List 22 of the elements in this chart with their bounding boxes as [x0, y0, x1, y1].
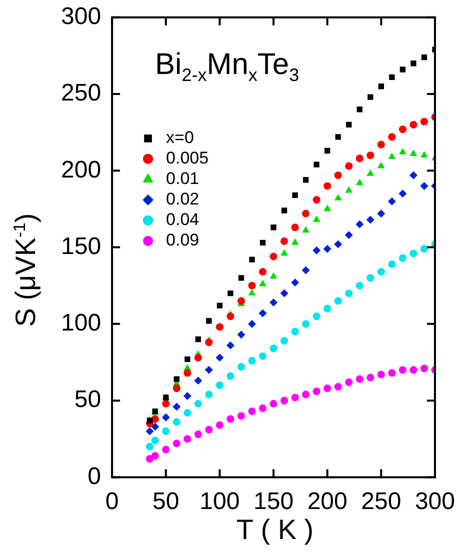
x-tick-label: 200 — [307, 488, 348, 516]
x-axis-title: T ( K ) — [236, 514, 314, 546]
legend-label: x=0 — [166, 128, 194, 148]
y-tick-label: 300 — [60, 3, 102, 30]
legend-label: 0.09 — [166, 230, 200, 250]
x-tick-label: 150 — [253, 488, 294, 516]
y-tick-label: 100 — [60, 310, 102, 337]
legend-label: 0.04 — [166, 210, 200, 230]
y-tick-label: 250 — [60, 80, 102, 107]
x-tick-label: 300 — [414, 488, 455, 516]
legend-label: 0.02 — [166, 190, 200, 209]
y-tick-label: 0 — [88, 462, 102, 490]
x-tick-label: 100 — [200, 488, 240, 516]
y-tick-label: 50 — [74, 386, 102, 414]
x-tick-label: 50 — [152, 488, 180, 516]
x-tick-label: 0 — [105, 488, 119, 516]
y-tick-label: 150 — [60, 232, 102, 260]
y-tick-label: 200 — [60, 156, 102, 184]
legend-label: 0.005 — [166, 148, 209, 168]
annotation: Bi$_{2-x}$Mn$_{x}$Te$_{3}$ — [155, 48, 300, 86]
legend-label: 0.01 — [166, 169, 200, 188]
x-tick-label: 250 — [361, 488, 402, 516]
